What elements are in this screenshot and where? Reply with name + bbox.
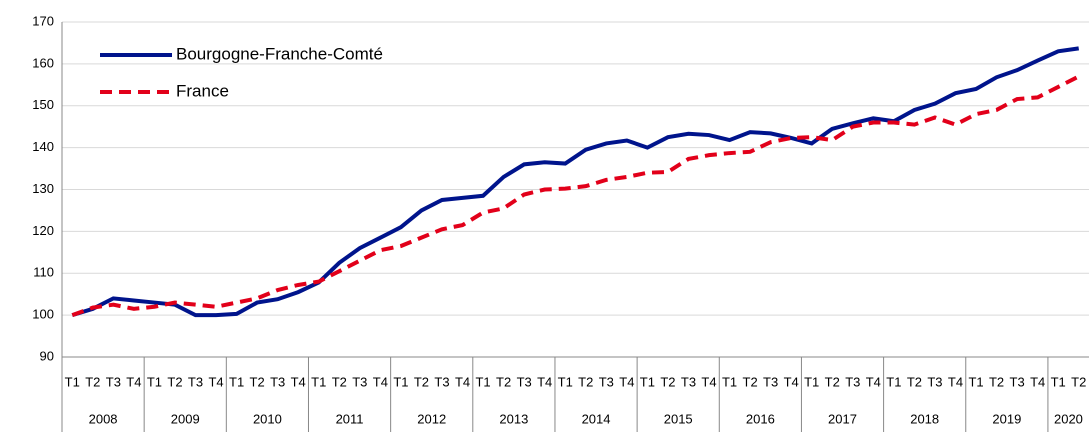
x-tick-label: T4: [537, 374, 552, 389]
x-tick-label: T4: [948, 374, 963, 389]
x-tick-label: T3: [352, 374, 367, 389]
x-tick-label: T4: [455, 374, 470, 389]
series-line: [71, 46, 1080, 318]
x-tick-label: T4: [1030, 374, 1045, 389]
x-tick-label: T2: [578, 374, 593, 389]
x-tick-label: T1: [886, 374, 901, 389]
year-label: 2015: [664, 411, 693, 426]
x-tick-label: T1: [968, 374, 983, 389]
x-tick-label: T1: [475, 374, 490, 389]
year-label: 2018: [910, 411, 939, 426]
y-tick-label: 100: [32, 307, 54, 322]
x-tick-label: T3: [845, 374, 860, 389]
year-label: 2017: [828, 411, 857, 426]
x-tick-label: T2: [332, 374, 347, 389]
year-label: 2008: [89, 411, 118, 426]
y-tick-label: 150: [32, 97, 54, 112]
x-tick-label: T4: [373, 374, 388, 389]
x-tick-label: T1: [722, 374, 737, 389]
x-tick-label: T2: [907, 374, 922, 389]
x-tick-label: T1: [393, 374, 408, 389]
x-tick-label: T4: [784, 374, 799, 389]
x-tick-label: T3: [106, 374, 121, 389]
x-tick-label: T2: [414, 374, 429, 389]
year-label: 2011: [336, 411, 364, 426]
x-tick-label: T1: [229, 374, 244, 389]
x-tick-label: T2: [743, 374, 758, 389]
y-tick-label: 110: [33, 265, 54, 280]
year-label: 2014: [582, 411, 611, 426]
x-tick-label: T2: [250, 374, 265, 389]
x-tick-label: T3: [517, 374, 532, 389]
x-tick-label: T3: [763, 374, 778, 389]
x-tick-label: T1: [311, 374, 326, 389]
x-tick-label: T2: [1071, 374, 1086, 389]
x-tick-label: T2: [85, 374, 100, 389]
x-tick-label: T4: [126, 374, 141, 389]
x-tick-label: T2: [167, 374, 182, 389]
x-tick-label: T2: [989, 374, 1004, 389]
x-tick-label: T2: [496, 374, 511, 389]
year-label: 2020: [1054, 411, 1083, 426]
x-tick-label: T3: [270, 374, 285, 389]
x-tick-label: T3: [188, 374, 203, 389]
year-label: 2009: [171, 411, 200, 426]
legend-label: France: [176, 81, 229, 100]
x-tick-label: T3: [434, 374, 449, 389]
x-tick-label: T4: [291, 374, 306, 389]
y-tick-label: 120: [32, 223, 54, 238]
year-label: 2013: [499, 411, 528, 426]
x-tick-label: T4: [866, 374, 881, 389]
x-tick-label: T4: [208, 374, 223, 389]
y-tick-label: 130: [32, 181, 54, 196]
x-tick-label: T1: [1051, 374, 1066, 389]
x-tick-label: T3: [599, 374, 614, 389]
x-tick-label: T1: [558, 374, 573, 389]
y-tick-label: 90: [40, 348, 54, 363]
x-tick-label: T4: [701, 374, 716, 389]
x-tick-label: T2: [660, 374, 675, 389]
year-label: 2010: [253, 411, 282, 426]
legend-label: Bourgogne-Franche-Comté: [176, 44, 383, 63]
y-tick-label: 140: [32, 139, 54, 154]
x-tick-label: T1: [65, 374, 80, 389]
x-tick-label: T3: [681, 374, 696, 389]
series-line: [71, 74, 1080, 318]
x-tick-label: T3: [1010, 374, 1025, 389]
year-label: 2019: [992, 411, 1021, 426]
x-tick-label: T3: [927, 374, 942, 389]
x-tick-label: T1: [147, 374, 162, 389]
year-label: 2016: [746, 411, 775, 426]
x-tick-label: T4: [619, 374, 634, 389]
x-tick-label: T2: [825, 374, 840, 389]
y-tick-label: 170: [32, 13, 54, 28]
year-label: 2012: [417, 411, 446, 426]
x-tick-label: T1: [640, 374, 655, 389]
y-tick-label: 160: [32, 55, 54, 70]
x-tick-label: T1: [804, 374, 819, 389]
